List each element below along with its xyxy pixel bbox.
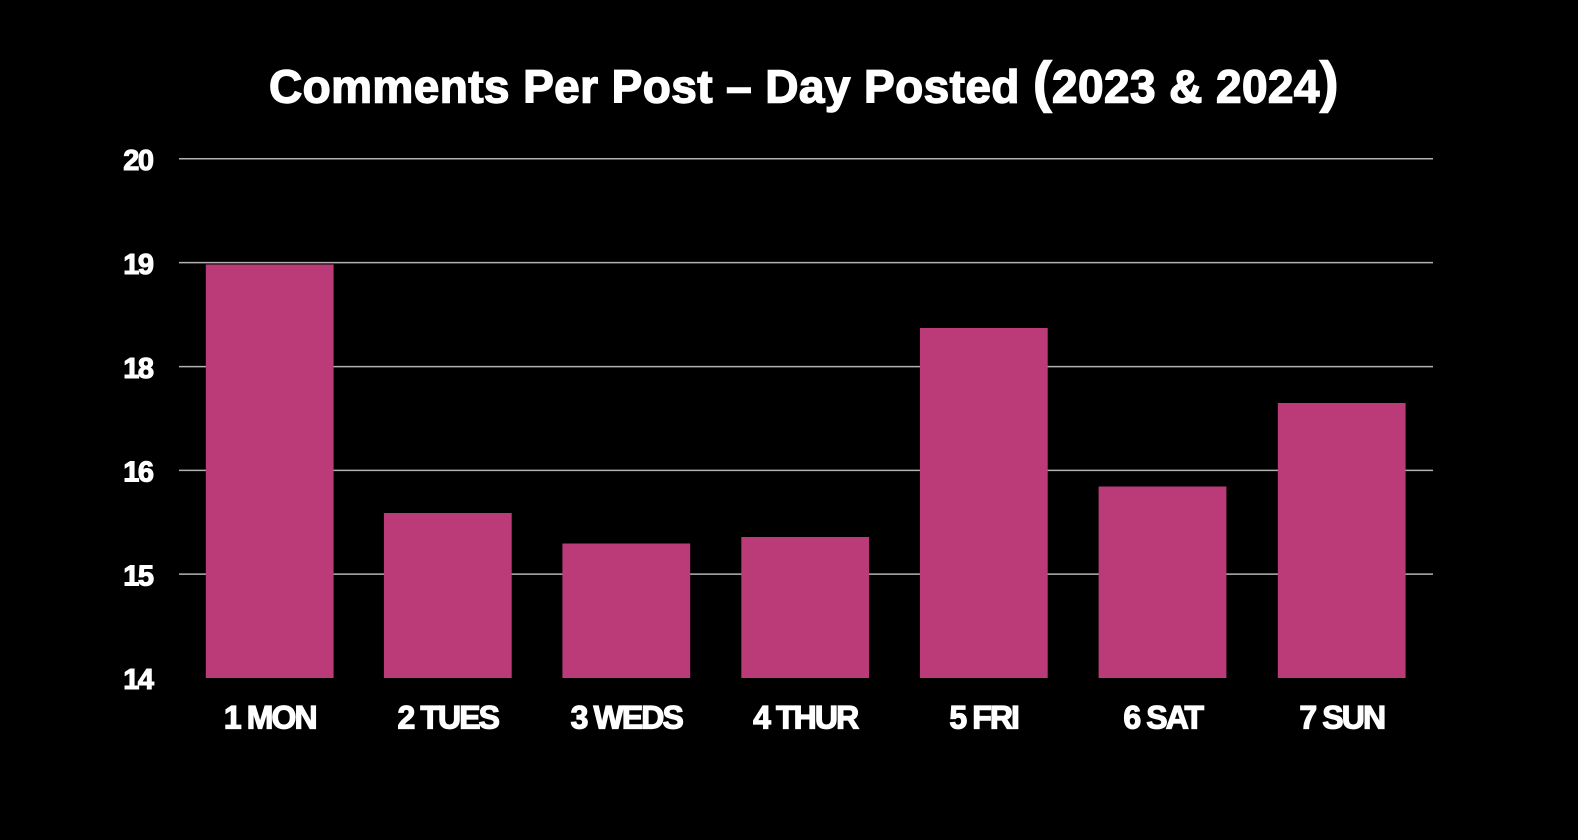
svg-text:7 SUN: 7 SUN bbox=[1299, 699, 1384, 735]
svg-text:18: 18 bbox=[123, 353, 154, 385]
svg-text:4 THUR: 4 THUR bbox=[753, 699, 859, 735]
svg-text:6 SAT: 6 SAT bbox=[1123, 699, 1204, 735]
svg-text:2 TUES: 2 TUES bbox=[397, 699, 499, 735]
svg-text:16: 16 bbox=[123, 457, 154, 489]
svg-text:3 WEDS: 3 WEDS bbox=[571, 699, 684, 735]
svg-text:14: 14 bbox=[123, 664, 154, 696]
svg-text:15: 15 bbox=[123, 560, 154, 592]
svg-text:19: 19 bbox=[123, 249, 154, 281]
svg-text:Comments Per Post – Day Posted: Comments Per Post – Day Posted (2023 & 2… bbox=[269, 50, 1339, 113]
svg-text:1 MON: 1 MON bbox=[224, 699, 316, 735]
svg-text:20: 20 bbox=[123, 145, 153, 177]
svg-text:5 FRI: 5 FRI bbox=[949, 699, 1018, 735]
